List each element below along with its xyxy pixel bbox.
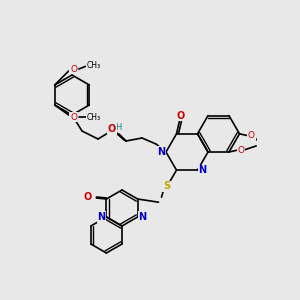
Text: O: O	[70, 112, 77, 122]
Text: O: O	[83, 192, 92, 202]
Text: CH₃: CH₃	[87, 112, 101, 122]
Text: O: O	[238, 146, 244, 154]
Text: O: O	[108, 124, 116, 134]
Text: CH₃: CH₃	[87, 61, 101, 70]
Text: O: O	[176, 111, 184, 121]
Text: H: H	[115, 122, 121, 131]
Text: N: N	[97, 212, 106, 222]
Text: N: N	[198, 165, 207, 175]
Text: N: N	[157, 147, 165, 157]
Text: N: N	[139, 212, 147, 222]
Text: O: O	[70, 64, 77, 74]
Text: O: O	[248, 131, 255, 140]
Text: N: N	[108, 126, 116, 136]
Text: S: S	[163, 181, 170, 191]
